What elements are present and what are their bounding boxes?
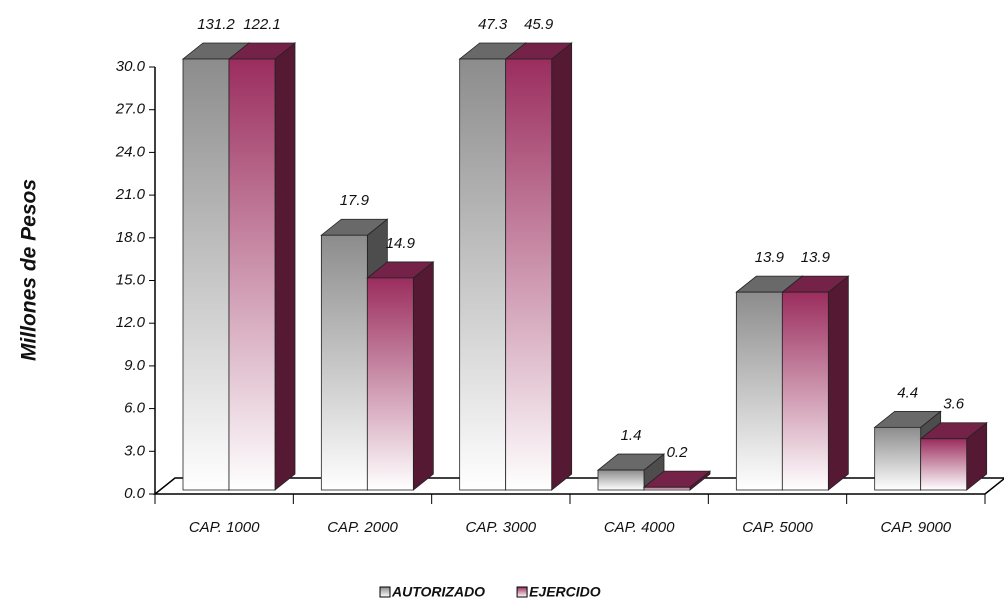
x-tick-label: CAP. 4000	[604, 519, 675, 536]
bar-front	[459, 58, 507, 491]
data-label: 13.9	[755, 249, 785, 266]
y-tick-label: 24.0	[115, 143, 146, 160]
data-label: 4.4	[897, 384, 918, 401]
bar-side	[274, 42, 296, 491]
x-tick-label: CAP. 3000	[466, 519, 537, 536]
y-tick-label: 30.0	[116, 58, 146, 75]
bar-front	[505, 58, 553, 491]
bar-front	[874, 426, 922, 491]
y-tick-label: 0.0	[124, 485, 146, 502]
bar	[366, 261, 435, 491]
bar	[642, 470, 712, 491]
bar-front	[182, 58, 230, 491]
data-label: 3.6	[943, 396, 965, 413]
bar	[919, 421, 988, 491]
legend-label: EJERCIDO	[529, 584, 601, 600]
legend-swatch	[516, 586, 528, 598]
x-tick-label: CAP. 9000	[881, 519, 952, 536]
data-label: 131.2	[197, 16, 235, 33]
bar	[227, 42, 297, 491]
y-tick-label: 6.0	[124, 400, 146, 417]
x-tick-label: CAP. 2000	[327, 519, 398, 536]
y-tick-label: 27.0	[115, 101, 146, 118]
bar	[781, 275, 850, 491]
data-label: 122.1	[243, 16, 281, 33]
legend-label: AUTORIZADO	[391, 584, 485, 600]
x-tick-label: CAP. 5000	[742, 519, 813, 536]
y-tick-label: 9.0	[124, 357, 146, 374]
bar-side	[827, 275, 849, 491]
y-tick-label: 15.0	[116, 271, 146, 288]
bar-front	[735, 291, 783, 491]
y-tick-label: 18.0	[116, 229, 146, 246]
y-tick-label: 12.0	[116, 314, 146, 331]
data-label: 45.9	[524, 16, 554, 33]
data-label: 13.9	[801, 249, 831, 266]
data-label: 0.2	[667, 444, 689, 461]
bar-front	[366, 277, 414, 491]
bar-front	[643, 486, 691, 491]
y-axis-title: Millones de Pesos	[18, 179, 41, 361]
data-label: 14.9	[386, 235, 416, 252]
y-tick-label: 21.0	[115, 186, 146, 203]
y-tick-label: 3.0	[124, 442, 146, 459]
data-label: 17.9	[340, 192, 370, 209]
bar-front	[920, 438, 968, 491]
bar-side	[551, 42, 573, 491]
bar-front	[781, 291, 829, 491]
bar-side	[412, 261, 434, 491]
bar-front	[597, 469, 645, 491]
data-label: 47.3	[478, 16, 508, 33]
bar	[504, 42, 573, 491]
legend-swatch	[379, 586, 391, 598]
data-label: 1.4	[621, 427, 642, 444]
x-tick-label: CAP. 1000	[189, 519, 260, 536]
bar-front	[228, 58, 276, 491]
bar-front	[320, 234, 368, 491]
